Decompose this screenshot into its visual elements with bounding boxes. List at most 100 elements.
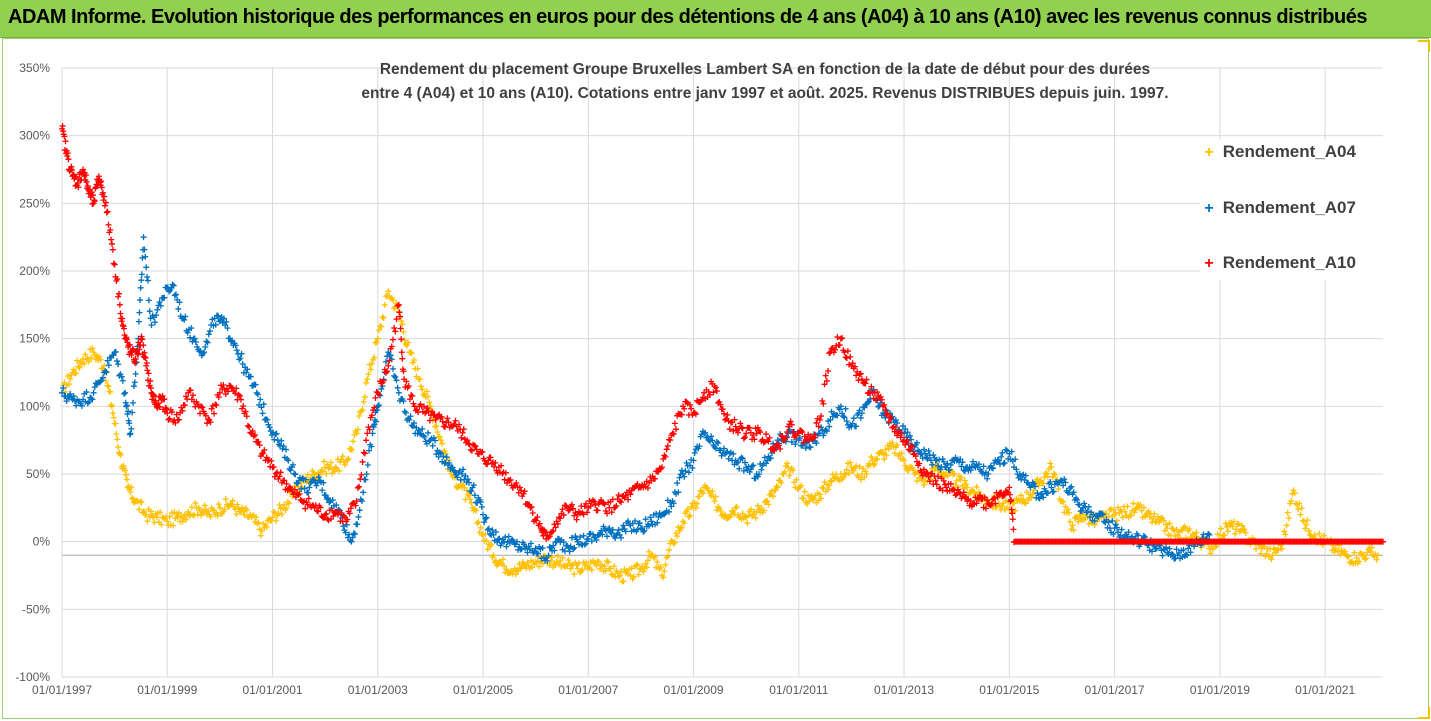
data-point xyxy=(843,466,850,473)
data-point xyxy=(961,477,968,484)
data-point xyxy=(906,432,913,439)
data-point xyxy=(439,418,446,425)
data-point xyxy=(424,404,431,411)
data-point xyxy=(1257,550,1264,557)
data-point xyxy=(789,429,796,436)
data-point xyxy=(394,384,401,391)
data-point xyxy=(429,408,436,415)
data-point xyxy=(263,523,270,530)
data-point xyxy=(285,500,292,507)
data-point xyxy=(706,391,713,398)
data-point xyxy=(266,424,273,431)
data-point xyxy=(235,505,242,512)
data-point xyxy=(236,392,243,399)
data-point xyxy=(305,495,312,502)
data-point xyxy=(802,445,809,452)
data-point xyxy=(1002,446,1009,453)
data-point xyxy=(1055,485,1062,492)
data-point xyxy=(244,366,251,373)
data-point xyxy=(612,535,619,542)
data-point xyxy=(683,398,690,405)
data-point xyxy=(625,496,632,503)
data-point xyxy=(1174,531,1181,538)
data-point xyxy=(78,402,85,409)
data-point xyxy=(844,348,851,355)
data-point xyxy=(546,544,553,551)
data-point xyxy=(1006,484,1013,491)
data-point xyxy=(756,471,763,478)
data-point xyxy=(474,499,481,506)
corner-mark-bottom-right xyxy=(1418,707,1430,719)
data-point xyxy=(116,450,123,457)
legend-label-a07: Rendement_A07 xyxy=(1222,198,1356,217)
data-point xyxy=(194,511,201,518)
data-point xyxy=(674,480,681,487)
data-point xyxy=(483,538,490,545)
data-point xyxy=(401,337,408,344)
data-point xyxy=(243,369,250,376)
data-point xyxy=(820,485,827,492)
data-point xyxy=(96,353,103,360)
data-point xyxy=(820,400,827,407)
data-point xyxy=(868,383,875,390)
data-point xyxy=(839,335,846,342)
x-tick-label: 01/01/2007 xyxy=(558,683,618,697)
data-point xyxy=(527,504,534,511)
data-point xyxy=(691,450,698,457)
data-point xyxy=(452,417,459,424)
data-point xyxy=(485,525,492,532)
data-point xyxy=(175,305,182,312)
data-point xyxy=(306,484,313,491)
data-point xyxy=(220,382,227,389)
data-point xyxy=(908,442,915,449)
data-point xyxy=(711,498,718,505)
data-point xyxy=(350,438,357,445)
data-point xyxy=(366,426,373,433)
data-point xyxy=(857,476,864,483)
data-point xyxy=(520,561,527,568)
data-point xyxy=(767,455,774,462)
data-point xyxy=(836,341,843,348)
data-point xyxy=(157,509,164,516)
data-point xyxy=(296,490,303,497)
data-point xyxy=(492,459,499,466)
data-point xyxy=(640,528,647,535)
data-point xyxy=(1105,519,1112,526)
data-point xyxy=(391,372,398,379)
data-point xyxy=(764,498,771,505)
data-point xyxy=(339,453,346,460)
data-point xyxy=(215,501,222,508)
data-point xyxy=(1163,544,1170,551)
data-point xyxy=(813,440,820,447)
data-point xyxy=(331,468,338,475)
data-point xyxy=(108,240,115,247)
data-point xyxy=(475,518,482,525)
data-point xyxy=(533,559,540,566)
data-point xyxy=(459,429,466,436)
legend-label-a04: Rendement_A04 xyxy=(1222,142,1356,161)
data-point xyxy=(975,489,982,496)
legend-item-a07: + Rendement_A07 xyxy=(1200,198,1356,222)
data-point xyxy=(381,301,388,308)
data-point xyxy=(644,557,651,564)
data-point xyxy=(490,552,497,559)
data-point xyxy=(371,404,378,411)
data-point xyxy=(360,489,367,496)
data-point xyxy=(202,344,209,351)
data-point xyxy=(1149,548,1156,555)
data-point xyxy=(912,453,919,460)
data-point xyxy=(585,535,592,542)
data-point xyxy=(951,487,958,494)
data-point xyxy=(732,504,739,511)
data-point xyxy=(362,476,369,483)
data-point xyxy=(98,178,105,185)
data-point xyxy=(258,404,265,411)
data-point xyxy=(640,568,647,575)
data-point xyxy=(470,482,477,489)
data-point xyxy=(559,554,566,561)
data-point xyxy=(977,492,984,499)
data-point xyxy=(891,450,898,457)
data-point xyxy=(144,518,151,525)
data-point xyxy=(554,520,561,527)
data-point xyxy=(546,562,553,569)
